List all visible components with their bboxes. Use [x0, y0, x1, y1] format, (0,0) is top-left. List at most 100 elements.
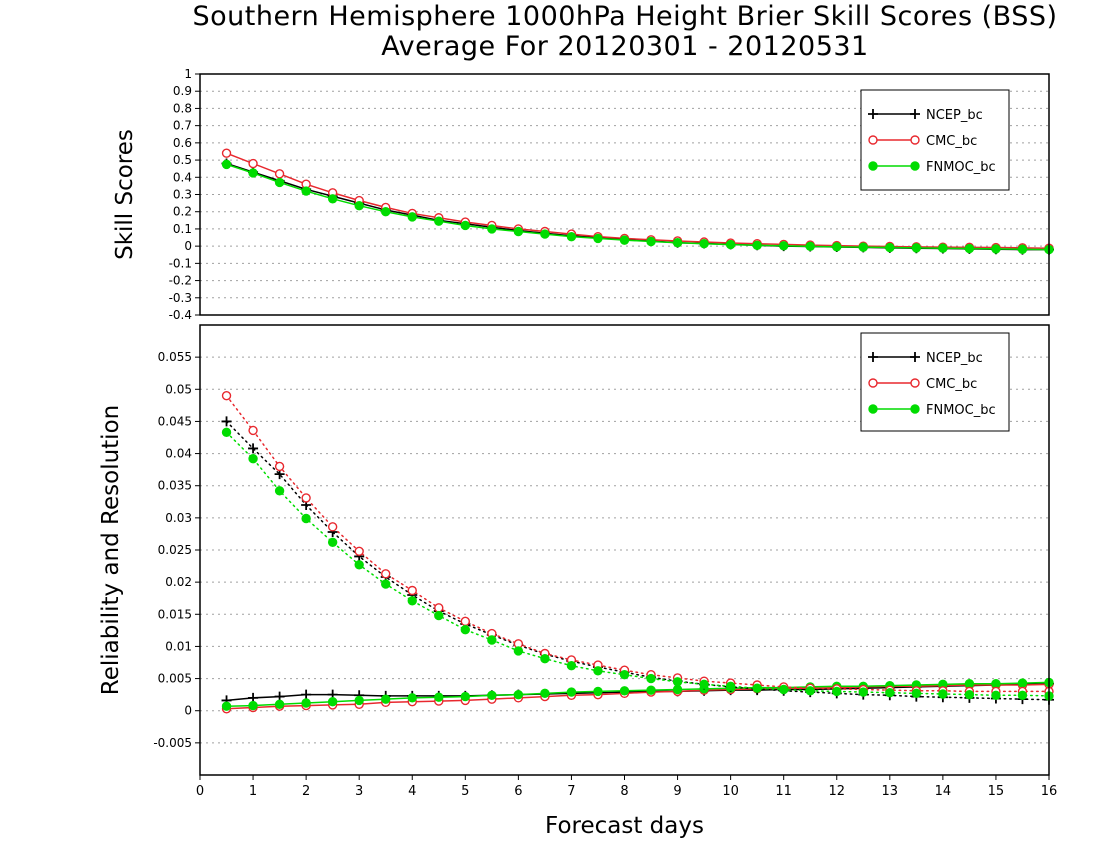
data-point [911, 688, 922, 699]
y-tick-label: 0.2 [173, 205, 192, 219]
series-e8282e-dotted [221, 391, 1054, 697]
data-point [301, 186, 311, 196]
y-tick-label: 0.055 [158, 350, 192, 364]
y-tick-label: -0.2 [169, 274, 192, 288]
y-tick-label: 0.045 [158, 414, 192, 428]
data-point [593, 666, 603, 676]
legend-entry-ncep-bc: NCEP_bc [868, 351, 983, 366]
legend-label: CMC_bc [926, 377, 977, 392]
data-point [221, 701, 232, 711]
chart-title: Southern Hemisphere 1000hPa Height Brier… [0, 2, 1100, 62]
series-000000-dotted [221, 416, 1054, 705]
data-point [221, 148, 232, 158]
data-point [460, 625, 471, 635]
data-point [274, 486, 285, 496]
data-point [964, 689, 975, 700]
legend-entry-cmc-bc: CMC_bc [868, 377, 977, 392]
series-line [225, 420, 1050, 701]
data-point [248, 443, 259, 454]
data-point [868, 378, 878, 388]
y-tick-label: 0.1 [173, 222, 192, 236]
data-point [938, 689, 948, 699]
data-point [407, 693, 417, 703]
data-point [513, 646, 524, 656]
legend-entry-cmc-bc: CMC_bc [868, 134, 977, 149]
chart-title-line2: Average For 20120301 - 20120531 [381, 31, 869, 62]
chart-title-line1: Southern Hemisphere 1000hPa Height Brier… [192, 1, 1058, 32]
x-tick-label: 4 [408, 784, 416, 799]
x-tick-label: 14 [935, 784, 952, 799]
data-point [1017, 690, 1028, 700]
data-point [885, 688, 895, 698]
data-point [566, 661, 577, 671]
y-tick-label: 0.03 [165, 511, 192, 525]
data-point [274, 177, 285, 188]
legend-entry-fnmoc-bc: FNMOC_bc [868, 403, 996, 418]
data-point [910, 135, 920, 145]
data-point [868, 404, 878, 414]
data-point [487, 224, 497, 234]
data-point [885, 242, 895, 253]
y-tick-label: -0.4 [169, 308, 192, 322]
y-tick-label: 0 [184, 239, 192, 253]
y-tick-label: 1 [184, 67, 192, 81]
data-point [487, 690, 497, 700]
data-point [778, 241, 789, 251]
data-point [434, 610, 444, 621]
legend: NCEP_bc CMC_bc FNMOC_bc [860, 89, 1010, 191]
y-tick-label: 0.7 [173, 119, 192, 133]
data-point [672, 677, 683, 687]
data-point [752, 240, 762, 250]
x-tick-label: 2 [302, 784, 310, 799]
data-point [248, 158, 258, 169]
legend-label: FNMOC_bc [926, 160, 996, 175]
legend-label: NCEP_bc [926, 351, 983, 366]
data-point [1017, 244, 1028, 254]
data-point [460, 616, 471, 627]
legend-label: NCEP_bc [926, 108, 983, 123]
data-point [964, 243, 975, 254]
x-tick-label: 8 [620, 784, 628, 799]
data-point [619, 235, 630, 245]
y-tick-label: 0.01 [165, 639, 192, 653]
data-point [964, 679, 975, 689]
plot-frame [199, 324, 1050, 776]
y-tick-label: 0.005 [158, 672, 192, 686]
data-point [434, 692, 444, 702]
data-point [274, 699, 285, 709]
plot-frame [199, 73, 1050, 316]
y-tick-label: 0.025 [158, 543, 192, 557]
x-tick-label: 7 [567, 784, 575, 799]
x-tick-label: 15 [988, 784, 1005, 799]
data-point [301, 513, 311, 524]
y-tick-label: 0.05 [165, 382, 192, 396]
x-tick-label: 1 [249, 784, 257, 799]
data-point [248, 454, 258, 464]
y-tick-label: -0.1 [169, 256, 192, 270]
x-tick-label: 11 [775, 784, 792, 799]
y-axis-label: Reliability and Resolution [98, 405, 124, 695]
data-point [354, 546, 364, 556]
data-point [868, 135, 878, 145]
x-tick-label: 9 [673, 784, 681, 799]
data-point [858, 687, 868, 697]
data-point [778, 684, 789, 695]
data-point [274, 169, 285, 179]
y-tick-label: 0.3 [173, 188, 192, 202]
skill-scores-panel: 1 0.9 0.8 0.7 0.6 0.5 0.4 0.3 0.2 0.1 0 -0.1 -0.2 -0.… [112, 67, 1054, 322]
legend-entry-ncep-bc: NCEP_bc [868, 108, 983, 123]
data-point [460, 220, 471, 231]
data-point [991, 679, 1001, 689]
data-point [910, 161, 920, 171]
data-point [540, 688, 550, 699]
data-point [327, 522, 338, 532]
y-tick-label: 0.02 [165, 575, 192, 589]
series-line [225, 683, 1050, 710]
data-point [938, 243, 948, 253]
data-point [248, 700, 258, 711]
data-point [327, 697, 338, 707]
data-point [381, 694, 391, 704]
y-tick-label: 0.4 [173, 170, 192, 184]
series-line [225, 394, 1050, 693]
data-point [991, 244, 1001, 254]
